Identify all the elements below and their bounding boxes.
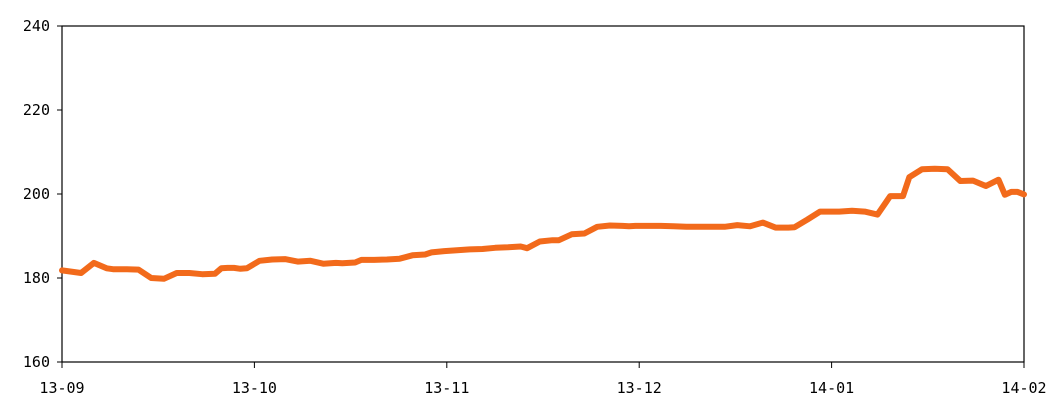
- series-line: [59, 165, 1027, 282]
- y-tick-label: 220: [23, 101, 50, 119]
- series-layer: [59, 165, 1027, 282]
- y-tick-label: 240: [23, 17, 50, 35]
- y-tick-label: 200: [23, 185, 50, 203]
- plot-area: [61, 25, 1025, 363]
- y-tick-label: 160: [23, 353, 50, 371]
- x-tick-label: 13-10: [232, 379, 277, 397]
- y-axis: 160 180 200 220 240: [23, 17, 62, 371]
- x-tick-label: 13-09: [39, 379, 84, 397]
- x-axis: 13-09 13-10 13-11 13-12 14-01 14-02: [39, 362, 1047, 397]
- x-tick-label: 14-02: [1001, 379, 1046, 397]
- x-tick-label: 13-11: [424, 379, 469, 397]
- y-tick-label: 180: [23, 269, 50, 287]
- x-tick-label: 14-01: [809, 379, 854, 397]
- x-tick-label: 13-12: [617, 379, 662, 397]
